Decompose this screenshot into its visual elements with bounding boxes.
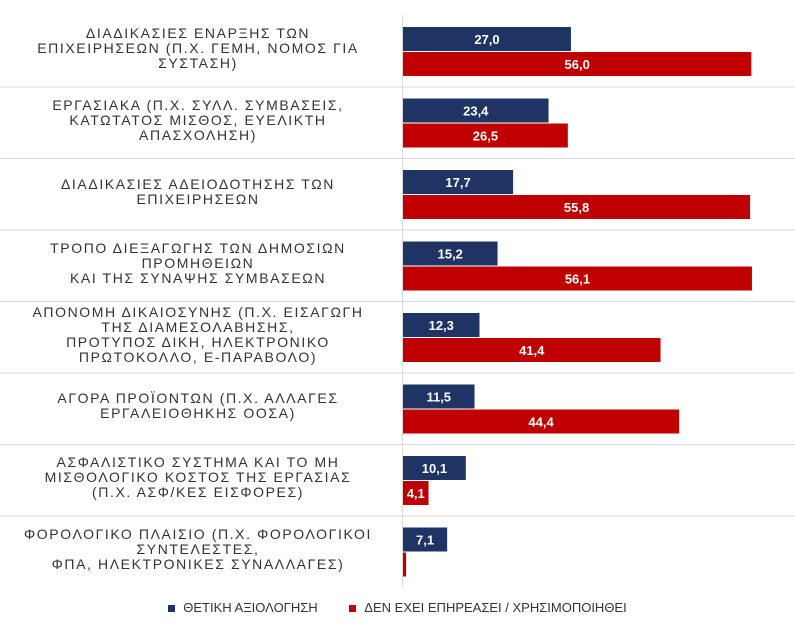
data-label-positive: 12,3 xyxy=(429,318,454,333)
category-label: ΑΣΦΑΛΙΣΤΙΚΟ ΣΥΣΤΗΜΑ ΚΑΙ ΤΟ ΜΗ ΜΙΣΘΟΛΟΓΙΚ… xyxy=(44,454,352,501)
data-label-not-affected: 41,4 xyxy=(519,343,545,358)
data-label-positive: 10,1 xyxy=(422,461,447,476)
legend-label-not-affected: ΔΕΝ ΕΧΕΙ ΕΠΗΡΕΑΣΕΙ / ΧΡΗΣΙΜΟΠΟΙΗΘΕΙ xyxy=(364,600,627,615)
legend: ΘΕΤΙΚΗ ΑΞΙΟΛΟΓΗΣΗ ΔΕΝ ΕΧΕΙ ΕΠΗΡΕΑΣΕΙ / Χ… xyxy=(0,600,795,615)
category-label: ΔΙΑΔΙΚΑΣΙΕΣ ΑΔΕΙΟΔΟΤΗΣΗΣ ΤΩΝ ΕΠΙΧΕΙΡΗΣΕΩ… xyxy=(60,175,335,207)
data-label-not-affected: 44,4 xyxy=(528,415,554,430)
category-label: ΦΟΡΟΛΟΓΙΚΟ ΠΛΑΙΣΙΟ (Π.Χ. ΦΟΡΟΛΟΓΙΚΟΙ ΣΥΝ… xyxy=(24,525,372,572)
bar-not-affected xyxy=(403,338,661,362)
bar-not-affected xyxy=(403,481,429,505)
data-label-not-affected: 56,0 xyxy=(565,57,590,72)
bar-positive xyxy=(403,170,514,194)
data-label-not-affected: 26,5 xyxy=(473,129,498,144)
bar-not-affected xyxy=(403,52,752,76)
bar-positive xyxy=(403,27,571,51)
category-label: ΔΙΑΔΙΚΑΣΙΕΣ ΕΝΑΡΞΗΣ ΤΩΝ ΕΠΙΧΕΙΡΗΣΕΩΝ (Π.… xyxy=(37,25,359,72)
bar-not-affected xyxy=(403,266,752,291)
bar-positive xyxy=(403,456,466,480)
legend-swatch-positive xyxy=(168,605,176,613)
bar-not-affected xyxy=(403,409,680,434)
bar-positive xyxy=(403,98,549,123)
legend-label-positive: ΘΕΤΙΚΗ ΑΞΙΟΛΟΓΗΣΗ xyxy=(183,600,318,615)
data-label-not-affected: 55,8 xyxy=(564,200,589,215)
data-label-positive: 15,2 xyxy=(438,247,463,262)
legend-item-not-affected: ΔΕΝ ΕΧΕΙ ΕΠΗΡΕΑΣΕΙ / ΧΡΗΣΙΜΟΠΟΙΗΘΕΙ xyxy=(349,600,627,615)
bar-not-affected xyxy=(403,552,407,577)
bar-positive xyxy=(403,527,448,552)
data-label-positive: 27,0 xyxy=(474,32,499,47)
legend-swatch-not-affected xyxy=(349,605,357,613)
category-label: ΕΡΓΑΣΙΑΚΑ (Π.Χ. ΣΥΛΛ. ΣΥΜΒΑΣΕΙΣ, ΚΑΤΩΤΑΤ… xyxy=(52,96,344,143)
bar-positive xyxy=(403,241,498,266)
data-label-positive: 7,1 xyxy=(416,533,434,548)
data-label-positive: 11,5 xyxy=(426,390,451,405)
bar-positive xyxy=(403,384,475,409)
legend-item-positive: ΘΕΤΙΚΗ ΑΞΙΟΛΟΓΗΣΗ xyxy=(168,600,318,615)
bar-not-affected xyxy=(403,195,751,219)
data-label-positive: 23,4 xyxy=(463,104,489,119)
data-label-not-affected: 4,1 xyxy=(407,486,425,501)
category-label: ΑΠΟΝΟΜΗ ΔΙΚΑΙΟΣΥΝΗΣ (Π.Χ. ΕΙΣΑΓΩΓΗ ΤΗΣ Δ… xyxy=(32,303,364,365)
category-label: ΤΡΟΠΟ ΔΙΕΞΑΓΩΓΗΣ ΤΩΝ ΔΗΜΟΣΙΩΝ ΠΡΟΜΗΘΕΙΩΝ… xyxy=(50,239,346,286)
data-label-positive: 17,7 xyxy=(445,175,470,190)
data-label-not-affected: 56,1 xyxy=(565,272,590,287)
bar-not-affected xyxy=(403,123,568,148)
category-label: ΑΓΟΡΑ ΠΡΟΪΟΝΤΩΝ (Π.Χ. ΑΛΛΑΓΕΣ ΕΡΓΑΛΕΙΟΘΗ… xyxy=(57,390,339,422)
bar-positive xyxy=(403,313,480,337)
